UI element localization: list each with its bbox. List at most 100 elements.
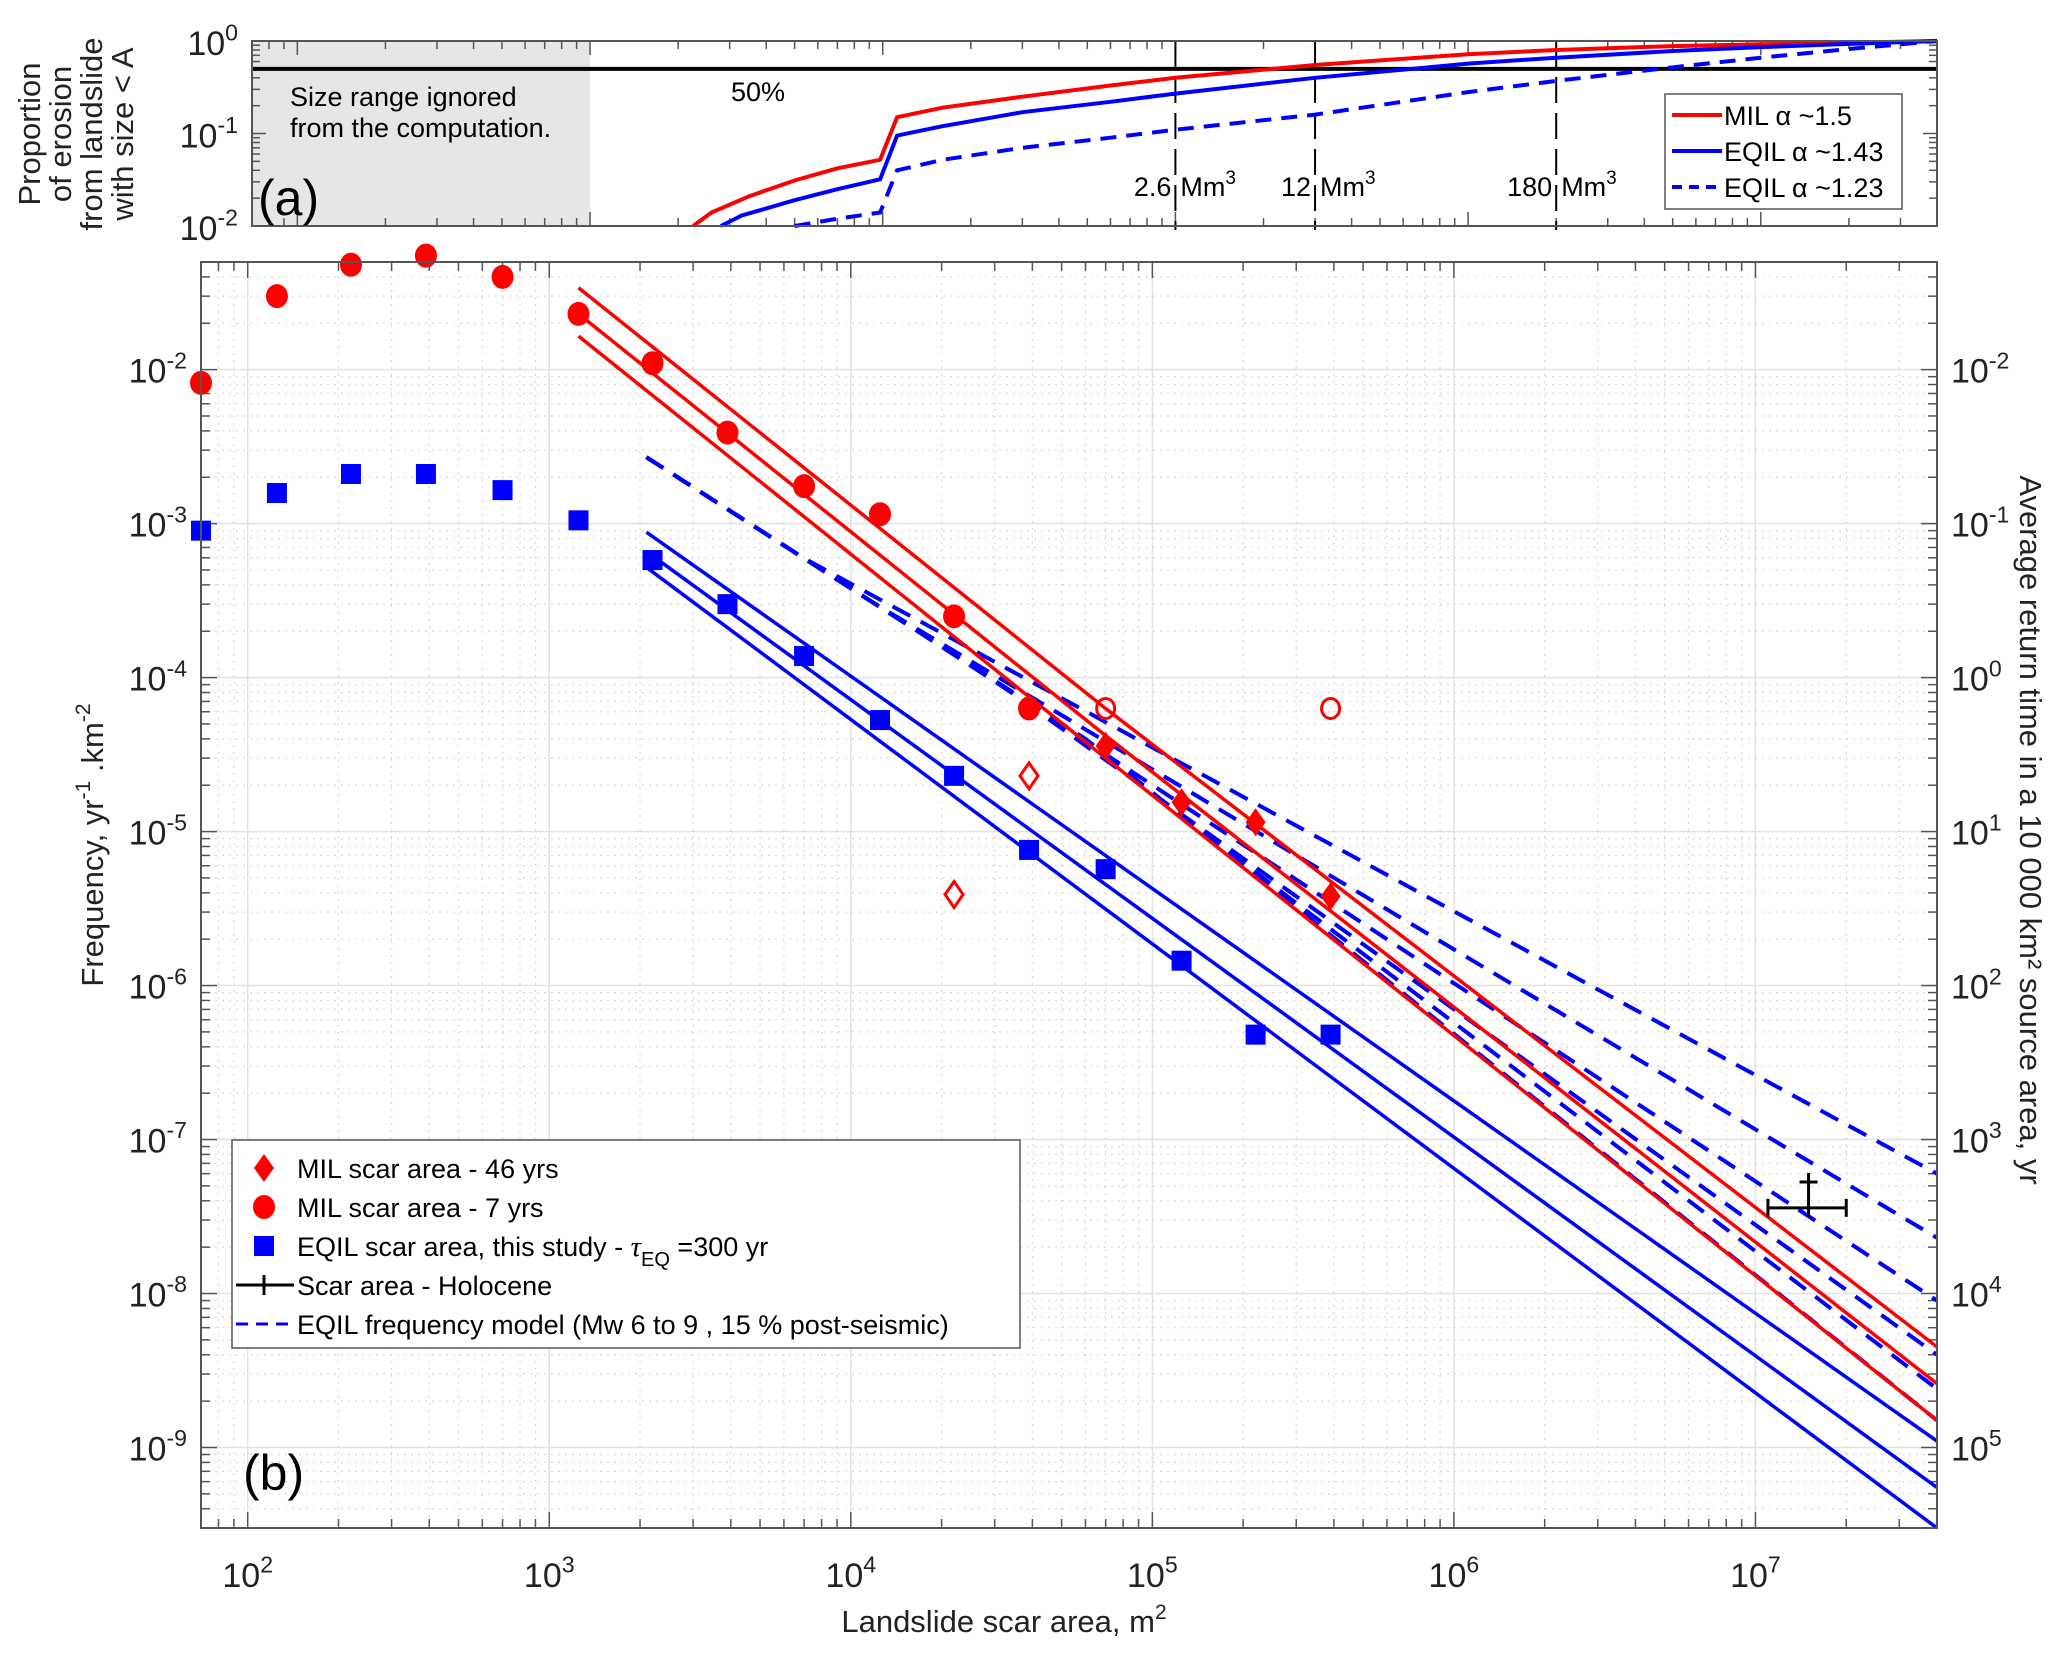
- right-y-tick-label-exp: 2: [1989, 963, 2002, 989]
- y-tick-label-base: 10: [129, 1430, 167, 1468]
- data-point-square-filled: [642, 550, 663, 571]
- right-y-tick-label-base: 10: [1951, 1430, 1989, 1468]
- right-y-tick-label-base: 10: [1951, 661, 1989, 699]
- x-axis-label: Landslide scar area, m2: [841, 1601, 1166, 1639]
- right-y-tick-label-base: 10: [1951, 1123, 1989, 1161]
- legend-swatch-square-filled: [254, 1236, 274, 1256]
- data-point-diamond-open: [943, 878, 965, 911]
- panel-b-ticks: 102 103 104 105 106 10710-210-310-410-510-610…: [129, 261, 2009, 1595]
- x-tick-label-exp: 6: [1466, 1552, 1479, 1578]
- data-point-diamond-filled: [1320, 882, 1341, 911]
- legend-tau: τ: [631, 1231, 643, 1263]
- right-y-tick-label: 10-2: [1951, 347, 2009, 390]
- fifty-percent-label: 50%: [731, 77, 785, 107]
- data-point-diamond-filled: [1171, 788, 1192, 817]
- y-tick-label: 10-5: [129, 809, 187, 852]
- legend-label: Scar area - Holocene: [297, 1271, 552, 1301]
- unit: Mm: [1561, 172, 1606, 202]
- x-tick-label-exp: 5: [1165, 1552, 1178, 1578]
- legend-box: [231, 1139, 1021, 1349]
- data-point-circle-open: [1320, 696, 1342, 720]
- y-axis-label-main: Frequency, yr: [75, 799, 110, 986]
- unit-exp: 3: [1225, 168, 1236, 189]
- legend-tau-sub: EQ: [641, 1249, 670, 1271]
- y-tick-label: 10-7: [129, 1117, 187, 1160]
- right-y-tick-label-base: 10: [1951, 507, 1989, 545]
- y-tick-label-exp: -1: [217, 112, 238, 138]
- y-tick-label-exp: -2: [217, 205, 238, 231]
- x-tick-label: 106: [1429, 1552, 1480, 1595]
- data-point-circle-filled: [793, 474, 816, 499]
- data-point-square-filled: [1019, 839, 1040, 860]
- fit-line: [577, 286, 1939, 1349]
- legend-label: EQIL α ~1.23: [1724, 173, 1883, 203]
- x-tick-label-base: 10: [1730, 1557, 1768, 1595]
- legend-label-text: EQIL frequency model (Mw 6 to 9 , 15 % p…: [297, 1310, 949, 1340]
- data-point-diamond-filled: [1245, 808, 1266, 837]
- right-y-tick-label-exp: 5: [1989, 1425, 2002, 1451]
- legend-label: MIL α ~1.5: [1724, 101, 1852, 131]
- y-tick-label: 10-2: [129, 347, 187, 390]
- x-tick-label-exp: 3: [562, 1552, 575, 1578]
- fit-line: [645, 530, 1939, 1443]
- unit: Mm: [1180, 172, 1225, 202]
- volume-marker-unit: Mm3: [1320, 168, 1376, 202]
- right-y-tick-label-base: 10: [1951, 353, 1989, 391]
- volume-marker-unit: Mm3: [1561, 168, 1617, 202]
- panel-a-curves: 2.6 Mm3 12 Mm3 180 Mm3: [252, 39, 1938, 230]
- y-tick-label: 100: [187, 20, 238, 63]
- panel-a-label: (a): [258, 170, 319, 226]
- data-point-circle-filled: [1018, 696, 1041, 721]
- y-tick-label-base: 10: [129, 353, 167, 391]
- ignored-size-range: [252, 41, 591, 226]
- x-tick-label-base: 10: [1127, 1557, 1165, 1595]
- panel-b-legend: MIL scar area - 46 yrs MIL scar area - 7 …: [231, 1139, 1021, 1349]
- data-point-square-filled: [870, 710, 891, 731]
- data-point-circle-open: [1095, 696, 1117, 720]
- y-tick-label-exp: 0: [225, 20, 238, 46]
- x-tick-label-exp: 7: [1768, 1552, 1781, 1578]
- volume-marker-value: 12: [1281, 172, 1311, 202]
- model-line: [645, 455, 1939, 1240]
- ylabel-line: Proportion: [12, 62, 47, 205]
- panel-b-label: (b): [243, 1445, 304, 1501]
- data-point-square-filled: [568, 510, 589, 531]
- x-tick-label: 104: [825, 1552, 876, 1595]
- y-tick-label-base: 10: [129, 1277, 167, 1315]
- data-point-diamond-filled: [1095, 731, 1116, 760]
- y-tick-label: 10-8: [129, 1271, 187, 1314]
- y-tick-label-base: 10: [180, 118, 218, 156]
- right-y-tick-label-exp: 3: [1989, 1117, 2002, 1143]
- ylabel-line: from landslide: [74, 38, 109, 231]
- panel-b: 102 103 104 105 106 10710-210-310-410-510-610…: [72, 243, 2048, 1639]
- legend-label: EQIL scar area, this study - τEQ =300 yr: [297, 1231, 768, 1271]
- legend-tau-rest: =300 yr: [670, 1232, 768, 1262]
- right-y-tick-label-base: 10: [1951, 1277, 1989, 1315]
- panel-b-frame: [200, 261, 1938, 1529]
- data-point-circle-filled: [491, 264, 514, 289]
- data-point-circle-filled: [567, 301, 590, 326]
- panel-a-frame: [251, 40, 1938, 227]
- volume-marker-value: 180: [1507, 172, 1552, 202]
- y-tick-label-exp: -9: [166, 1425, 187, 1451]
- ylabel-line: with size < A: [105, 47, 140, 221]
- y-axis-label-sup1: -1: [72, 781, 95, 800]
- y-axis-label-text: Frequency, yr-1 .km-2: [72, 703, 110, 986]
- y-axis-label: Frequency, yr-1 .km-2: [72, 703, 110, 986]
- volume-marker-unit: Mm3: [1180, 168, 1236, 202]
- y-tick-label-exp: -8: [166, 1271, 187, 1297]
- legend-swatch-circle-filled: [253, 1195, 275, 1219]
- legend-label-text: EQIL scar area, this study -: [297, 1232, 631, 1262]
- right-y-tick-label: 102: [1951, 963, 2002, 1006]
- x-tick-label: 107: [1730, 1552, 1781, 1595]
- curve-eqil-1-43: [720, 39, 1938, 228]
- right-y-tick-label: 10-1: [1951, 501, 2009, 544]
- right-y-tick-label: 101: [1951, 809, 2002, 852]
- data-point-circle-filled: [716, 420, 739, 445]
- fit-line: [645, 565, 1939, 1530]
- data-point-circle-filled: [414, 243, 437, 268]
- legend-label-text: MIL scar area - 7 yrs: [297, 1193, 544, 1223]
- ignored-range-label-line2: from the computation.: [290, 113, 551, 143]
